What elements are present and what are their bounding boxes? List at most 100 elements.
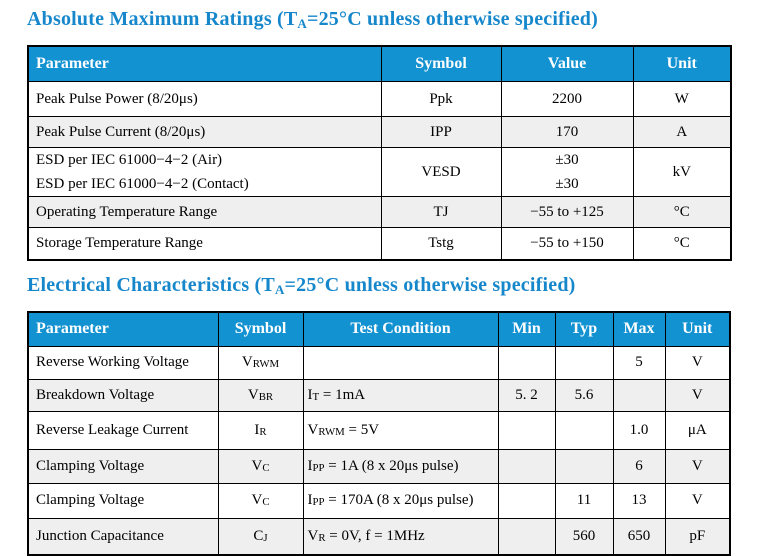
min-cell: [498, 449, 555, 483]
parameter-cell: Reverse Working Voltage: [28, 346, 218, 379]
symbol-cell: Ppk: [381, 82, 501, 117]
typ-cell: [555, 346, 613, 379]
elec-char-header-row: Parameter Symbol Test Condition Min Typ …: [28, 312, 730, 347]
value-line-2: ±30: [506, 172, 629, 196]
symbol-cell: IR: [218, 411, 303, 449]
table-row: ESD per IEC 61000−4−2 (Air) ESD per IEC …: [28, 148, 731, 197]
typ-cell: [555, 449, 613, 483]
typ-cell: [555, 411, 613, 449]
unit-cell: V: [665, 379, 730, 411]
typ-cell: 560: [555, 518, 613, 555]
elec-char-title: Electrical Characteristics (TA=25°C unle…: [27, 272, 730, 303]
unit-cell: V: [665, 483, 730, 518]
max-cell: 5: [613, 346, 665, 379]
test-condition-cell: IPP = 1A (8 x 20μs pulse): [303, 449, 498, 483]
symbol-cell: VBR: [218, 379, 303, 411]
test-condition-cell: VR = 0V, f = 1MHz: [303, 518, 498, 555]
elec-char-table: Parameter Symbol Test Condition Min Typ …: [27, 311, 731, 556]
parameter-cell: Junction Capacitance: [28, 518, 218, 555]
abs-max-table: Parameter Symbol Value Unit Peak Pulse P…: [27, 45, 732, 261]
symbol-cell: IPP: [381, 117, 501, 148]
test-condition-cell: IPP = 170A (8 x 20μs pulse): [303, 483, 498, 518]
table-row: Breakdown Voltage VBR IT = 1mA 5. 2 5.6 …: [28, 379, 730, 411]
table-row: Peak Pulse Current (8/20μs) IPP 170 A: [28, 117, 731, 148]
value-cell: 170: [501, 117, 633, 148]
table-row: Operating Temperature Range TJ −55 to +1…: [28, 197, 731, 228]
parameter-cell: Storage Temperature Range: [28, 228, 381, 260]
elec-char-title-subscript: A: [275, 282, 285, 297]
abs-max-title-pre: Absolute Maximum Ratings (T: [27, 8, 297, 30]
table-row: Clamping Voltage VC IPP = 170A (8 x 20μs…: [28, 483, 730, 518]
max-cell: [613, 379, 665, 411]
test-condition-cell: [303, 346, 498, 379]
table-row: Storage Temperature Range Tstg −55 to +1…: [28, 228, 731, 260]
symbol-cell: Tstg: [381, 228, 501, 260]
table-row: Junction Capacitance CJ VR = 0V, f = 1MH…: [28, 518, 730, 555]
min-cell: [498, 346, 555, 379]
col-header-parameter: Parameter: [28, 46, 381, 82]
max-cell: 13: [613, 483, 665, 518]
parameter-line-2: ESD per IEC 61000−4−2 (Contact): [36, 172, 377, 196]
max-cell: 6: [613, 449, 665, 483]
value-cell: ±30 ±30: [501, 148, 633, 197]
abs-max-header-row: Parameter Symbol Value Unit: [28, 46, 731, 82]
symbol-cell: VC: [218, 449, 303, 483]
unit-cell: °C: [633, 228, 731, 260]
parameter-line-1: ESD per IEC 61000−4−2 (Air): [36, 148, 377, 172]
col-header-parameter: Parameter: [28, 312, 218, 347]
col-header-typ: Typ: [555, 312, 613, 347]
min-cell: [498, 518, 555, 555]
unit-cell: μA: [665, 411, 730, 449]
symbol-cell: TJ: [381, 197, 501, 228]
test-condition-cell: VRWM = 5V: [303, 411, 498, 449]
parameter-cell: Peak Pulse Current (8/20μs): [28, 117, 381, 148]
parameter-cell: Peak Pulse Power (8/20μs): [28, 82, 381, 117]
table-row: Clamping Voltage VC IPP = 1A (8 x 20μs p…: [28, 449, 730, 483]
unit-cell: A: [633, 117, 731, 148]
symbol-cell: VC: [218, 483, 303, 518]
max-cell: 650: [613, 518, 665, 555]
table-row: Reverse Leakage Current IR VRWM = 5V 1.0…: [28, 411, 730, 449]
parameter-cell: Breakdown Voltage: [28, 379, 218, 411]
abs-max-title-subscript: A: [297, 16, 307, 31]
test-condition-cell: IT = 1mA: [303, 379, 498, 411]
col-header-symbol: Symbol: [218, 312, 303, 347]
col-header-unit: Unit: [665, 312, 730, 347]
col-header-value: Value: [501, 46, 633, 82]
symbol-cell: VESD: [381, 148, 501, 197]
value-line-1: ±30: [506, 148, 629, 172]
unit-cell: V: [665, 449, 730, 483]
unit-cell: kV: [633, 148, 731, 197]
unit-cell: V: [665, 346, 730, 379]
parameter-cell: Clamping Voltage: [28, 483, 218, 518]
parameter-cell: Operating Temperature Range: [28, 197, 381, 228]
table-row: Reverse Working Voltage VRWM 5 V: [28, 346, 730, 379]
table-row: Peak Pulse Power (8/20μs) Ppk 2200 W: [28, 82, 731, 117]
min-cell: [498, 411, 555, 449]
value-cell: −55 to +125: [501, 197, 633, 228]
symbol-cell: VRWM: [218, 346, 303, 379]
unit-cell: °C: [633, 197, 731, 228]
max-cell: 1.0: [613, 411, 665, 449]
elec-char-title-pre: Electrical Characteristics (T: [27, 274, 275, 296]
col-header-min: Min: [498, 312, 555, 347]
min-cell: 5. 2: [498, 379, 555, 411]
abs-max-title-post: =25°C unless otherwise specified): [307, 8, 598, 30]
parameter-cell: Reverse Leakage Current: [28, 411, 218, 449]
parameter-cell: ESD per IEC 61000−4−2 (Air) ESD per IEC …: [28, 148, 381, 197]
abs-max-title: Absolute Maximum Ratings (TA=25°C unless…: [27, 6, 730, 37]
typ-cell: 11: [555, 483, 613, 518]
parameter-cell: Clamping Voltage: [28, 449, 218, 483]
col-header-max: Max: [613, 312, 665, 347]
col-header-test-condition: Test Condition: [303, 312, 498, 347]
min-cell: [498, 483, 555, 518]
typ-cell: 5.6: [555, 379, 613, 411]
unit-cell: pF: [665, 518, 730, 555]
col-header-symbol: Symbol: [381, 46, 501, 82]
symbol-cell: CJ: [218, 518, 303, 555]
unit-cell: W: [633, 82, 731, 117]
value-cell: −55 to +150: [501, 228, 633, 260]
elec-char-title-post: =25°C unless otherwise specified): [285, 274, 576, 296]
col-header-unit: Unit: [633, 46, 731, 82]
